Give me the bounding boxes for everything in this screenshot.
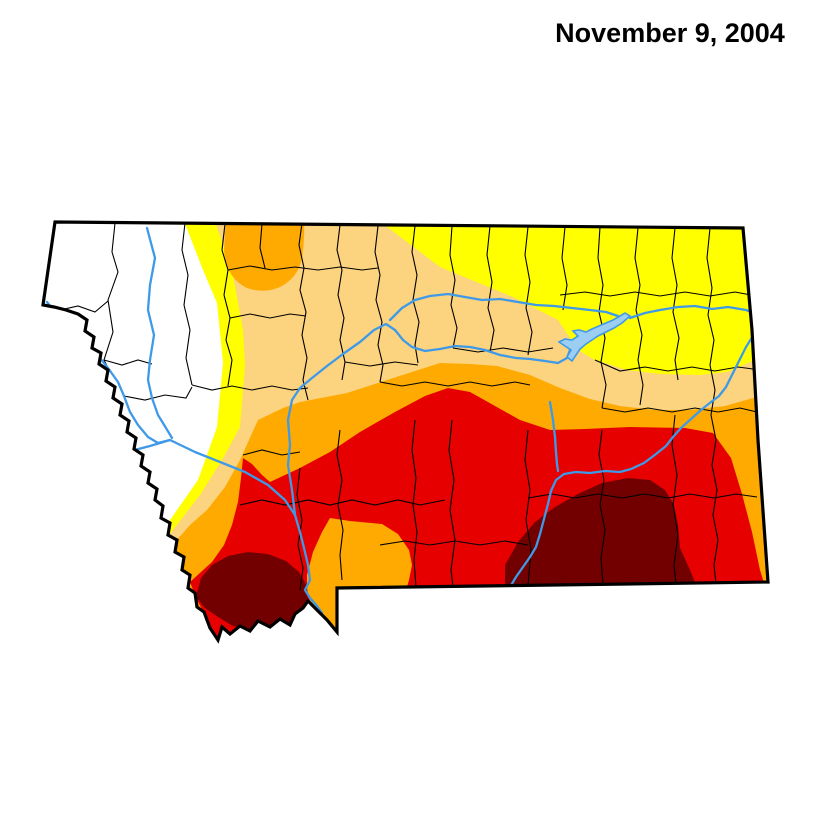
- region-d4-southwest: [196, 552, 308, 630]
- region-d2-south-tongue: [307, 518, 412, 630]
- state-border: [41, 220, 770, 644]
- river-yellowstone: [508, 337, 753, 589]
- river-milk: [388, 292, 620, 322]
- river-musselshell: [548, 400, 560, 473]
- lake: [557, 312, 632, 363]
- river-missouri-upper: [286, 322, 572, 517]
- date-label: November 9, 2004: [555, 18, 785, 48]
- river-missouri-lower: [628, 304, 756, 320]
- region-d2-north-patch: [224, 222, 305, 291]
- river-flathead: [145, 226, 174, 440]
- region-d4-southeast: [505, 478, 698, 590]
- river-madison: [293, 513, 324, 615]
